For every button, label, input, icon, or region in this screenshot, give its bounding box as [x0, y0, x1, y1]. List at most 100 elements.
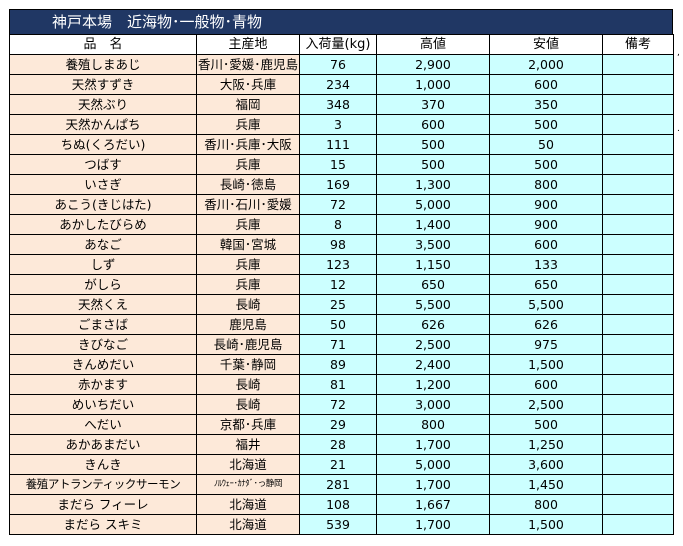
low-price-cell: 1,500	[489, 354, 603, 375]
item-name-cell: 養殖アトランティックサーモン	[9, 474, 197, 495]
quantity-cell: 21	[299, 454, 377, 475]
low-price-cell: 1,450	[489, 474, 603, 495]
header-note: 備考	[602, 34, 674, 55]
quantity-cell: 29	[299, 414, 377, 435]
table-row: 養殖アトランティックサーモン ﾉﾙｳｪｰ･ｶﾅﾀﾞ･っ静岡 281 1,700 1,45…	[9, 474, 674, 495]
quantity-cell: 76	[299, 54, 377, 75]
note-cell	[602, 314, 674, 335]
high-price-cell: 500	[376, 134, 490, 155]
quantity-cell: 81	[299, 374, 377, 395]
low-price-cell: 3,600	[489, 454, 603, 475]
note-cell	[602, 474, 674, 495]
low-price-cell: 500	[489, 154, 603, 175]
origin-cell: 兵庫	[196, 274, 300, 295]
item-name-cell: がしら	[9, 274, 197, 295]
low-price-cell: 2,000	[489, 54, 603, 75]
item-name-cell: つばす	[9, 154, 197, 175]
low-price-cell: 800	[489, 174, 603, 195]
high-price-cell: 1,700	[376, 514, 490, 535]
high-price-cell: 800	[376, 414, 490, 435]
item-name-cell: 天然すずき	[9, 74, 197, 95]
note-cell	[602, 514, 674, 535]
table-row: あかしたびらめ 兵庫 8 1,400 900	[9, 214, 674, 235]
note-cell	[602, 94, 674, 115]
quantity-cell: 25	[299, 294, 377, 315]
low-price-cell: 5,500	[489, 294, 603, 315]
table-row: まだら スキミ 北海道 539 1,700 1,500	[9, 514, 674, 535]
origin-cell: 韓国･宮城	[196, 234, 300, 255]
low-price-cell: 900	[489, 214, 603, 235]
high-price-cell: 2,500	[376, 334, 490, 355]
item-name-cell: あなご	[9, 234, 197, 255]
table-row: 赤かます 長崎 81 1,200 600	[9, 374, 674, 395]
header-name: 品 名	[9, 34, 197, 55]
margin-mark: .	[677, 124, 680, 134]
note-cell	[602, 194, 674, 215]
origin-cell: ﾉﾙｳｪｰ･ｶﾅﾀﾞ･っ静岡	[196, 474, 300, 495]
low-price-cell: 900	[489, 194, 603, 215]
header-origin: 主産地	[196, 34, 300, 55]
low-price-cell: 600	[489, 234, 603, 255]
origin-cell: 兵庫	[196, 154, 300, 175]
low-price-cell: 650	[489, 274, 603, 295]
table-row: 天然くえ 長崎 25 5,500 5,500	[9, 294, 674, 315]
table-row: あかあまだい 福井 28 1,700 1,250	[9, 434, 674, 455]
high-price-cell: 1,400	[376, 214, 490, 235]
high-price-cell: 600	[376, 114, 490, 135]
margin-mark: ,	[677, 48, 680, 58]
note-cell	[602, 494, 674, 515]
item-name-cell: まだら スキミ	[9, 514, 197, 535]
item-name-cell: へだい	[9, 414, 197, 435]
item-name-cell: しず	[9, 254, 197, 275]
quantity-cell: 3	[299, 114, 377, 135]
low-price-cell: 1,500	[489, 514, 603, 535]
origin-cell: 北海道	[196, 454, 300, 475]
low-price-cell: 975	[489, 334, 603, 355]
table-row: めいちだい 長崎 72 3,000 2,500	[9, 394, 674, 415]
origin-cell: 福岡	[196, 94, 300, 115]
note-cell	[602, 74, 674, 95]
quantity-cell: 72	[299, 394, 377, 415]
note-cell	[602, 214, 674, 235]
table-row: つばす 兵庫 15 500 500	[9, 154, 674, 175]
note-cell	[602, 134, 674, 155]
quantity-cell: 72	[299, 194, 377, 215]
high-price-cell: 2,900	[376, 54, 490, 75]
note-cell	[602, 394, 674, 415]
table-row: 天然ぶり 福岡 348 370 350	[9, 94, 674, 115]
origin-cell: 長崎	[196, 394, 300, 415]
item-name-cell: あかしたびらめ	[9, 214, 197, 235]
item-name-cell: あこう(きじはた)	[9, 194, 197, 215]
table-row: 養殖しまあじ 香川･愛媛･鹿児島 76 2,900 2,000	[9, 54, 674, 75]
low-price-cell: 600	[489, 74, 603, 95]
high-price-cell: 626	[376, 314, 490, 335]
price-table: 品 名 主産地 入荷量(kg) 高値 安値 備考 養殖しまあじ 香川･愛媛･鹿児島…	[9, 34, 674, 535]
origin-cell: 香川･石川･愛媛	[196, 194, 300, 215]
quantity-cell: 28	[299, 434, 377, 455]
item-name-cell: 天然かんぱち	[9, 114, 197, 135]
table-row: がしら 兵庫 12 650 650	[9, 274, 674, 295]
quantity-cell: 539	[299, 514, 377, 535]
quantity-cell: 89	[299, 354, 377, 375]
table-row: きんき 北海道 21 5,000 3,600	[9, 454, 674, 475]
table-row: あなご 韓国･宮城 98 3,500 600	[9, 234, 674, 255]
quantity-cell: 281	[299, 474, 377, 495]
quantity-cell: 50	[299, 314, 377, 335]
low-price-cell: 626	[489, 314, 603, 335]
table-row: しず 兵庫 123 1,150 133	[9, 254, 674, 275]
high-price-cell: 1,150	[376, 254, 490, 275]
sheet-title: 神戸本場 近海物･一般物･青物	[9, 9, 673, 34]
high-price-cell: 1,700	[376, 474, 490, 495]
origin-cell: 香川･兵庫･大阪	[196, 134, 300, 155]
table-row: きびなご 長崎･鹿児島 71 2,500 975	[9, 334, 674, 355]
low-price-cell: 800	[489, 494, 603, 515]
origin-cell: 香川･愛媛･鹿児島	[196, 54, 300, 75]
item-name-cell: ちぬ(くろだい)	[9, 134, 197, 155]
high-price-cell: 5,000	[376, 454, 490, 475]
note-cell	[602, 354, 674, 375]
origin-cell: 鹿児島	[196, 314, 300, 335]
high-price-cell: 1,667	[376, 494, 490, 515]
item-name-cell: 天然くえ	[9, 294, 197, 315]
quantity-cell: 12	[299, 274, 377, 295]
origin-cell: 京都･兵庫	[196, 414, 300, 435]
